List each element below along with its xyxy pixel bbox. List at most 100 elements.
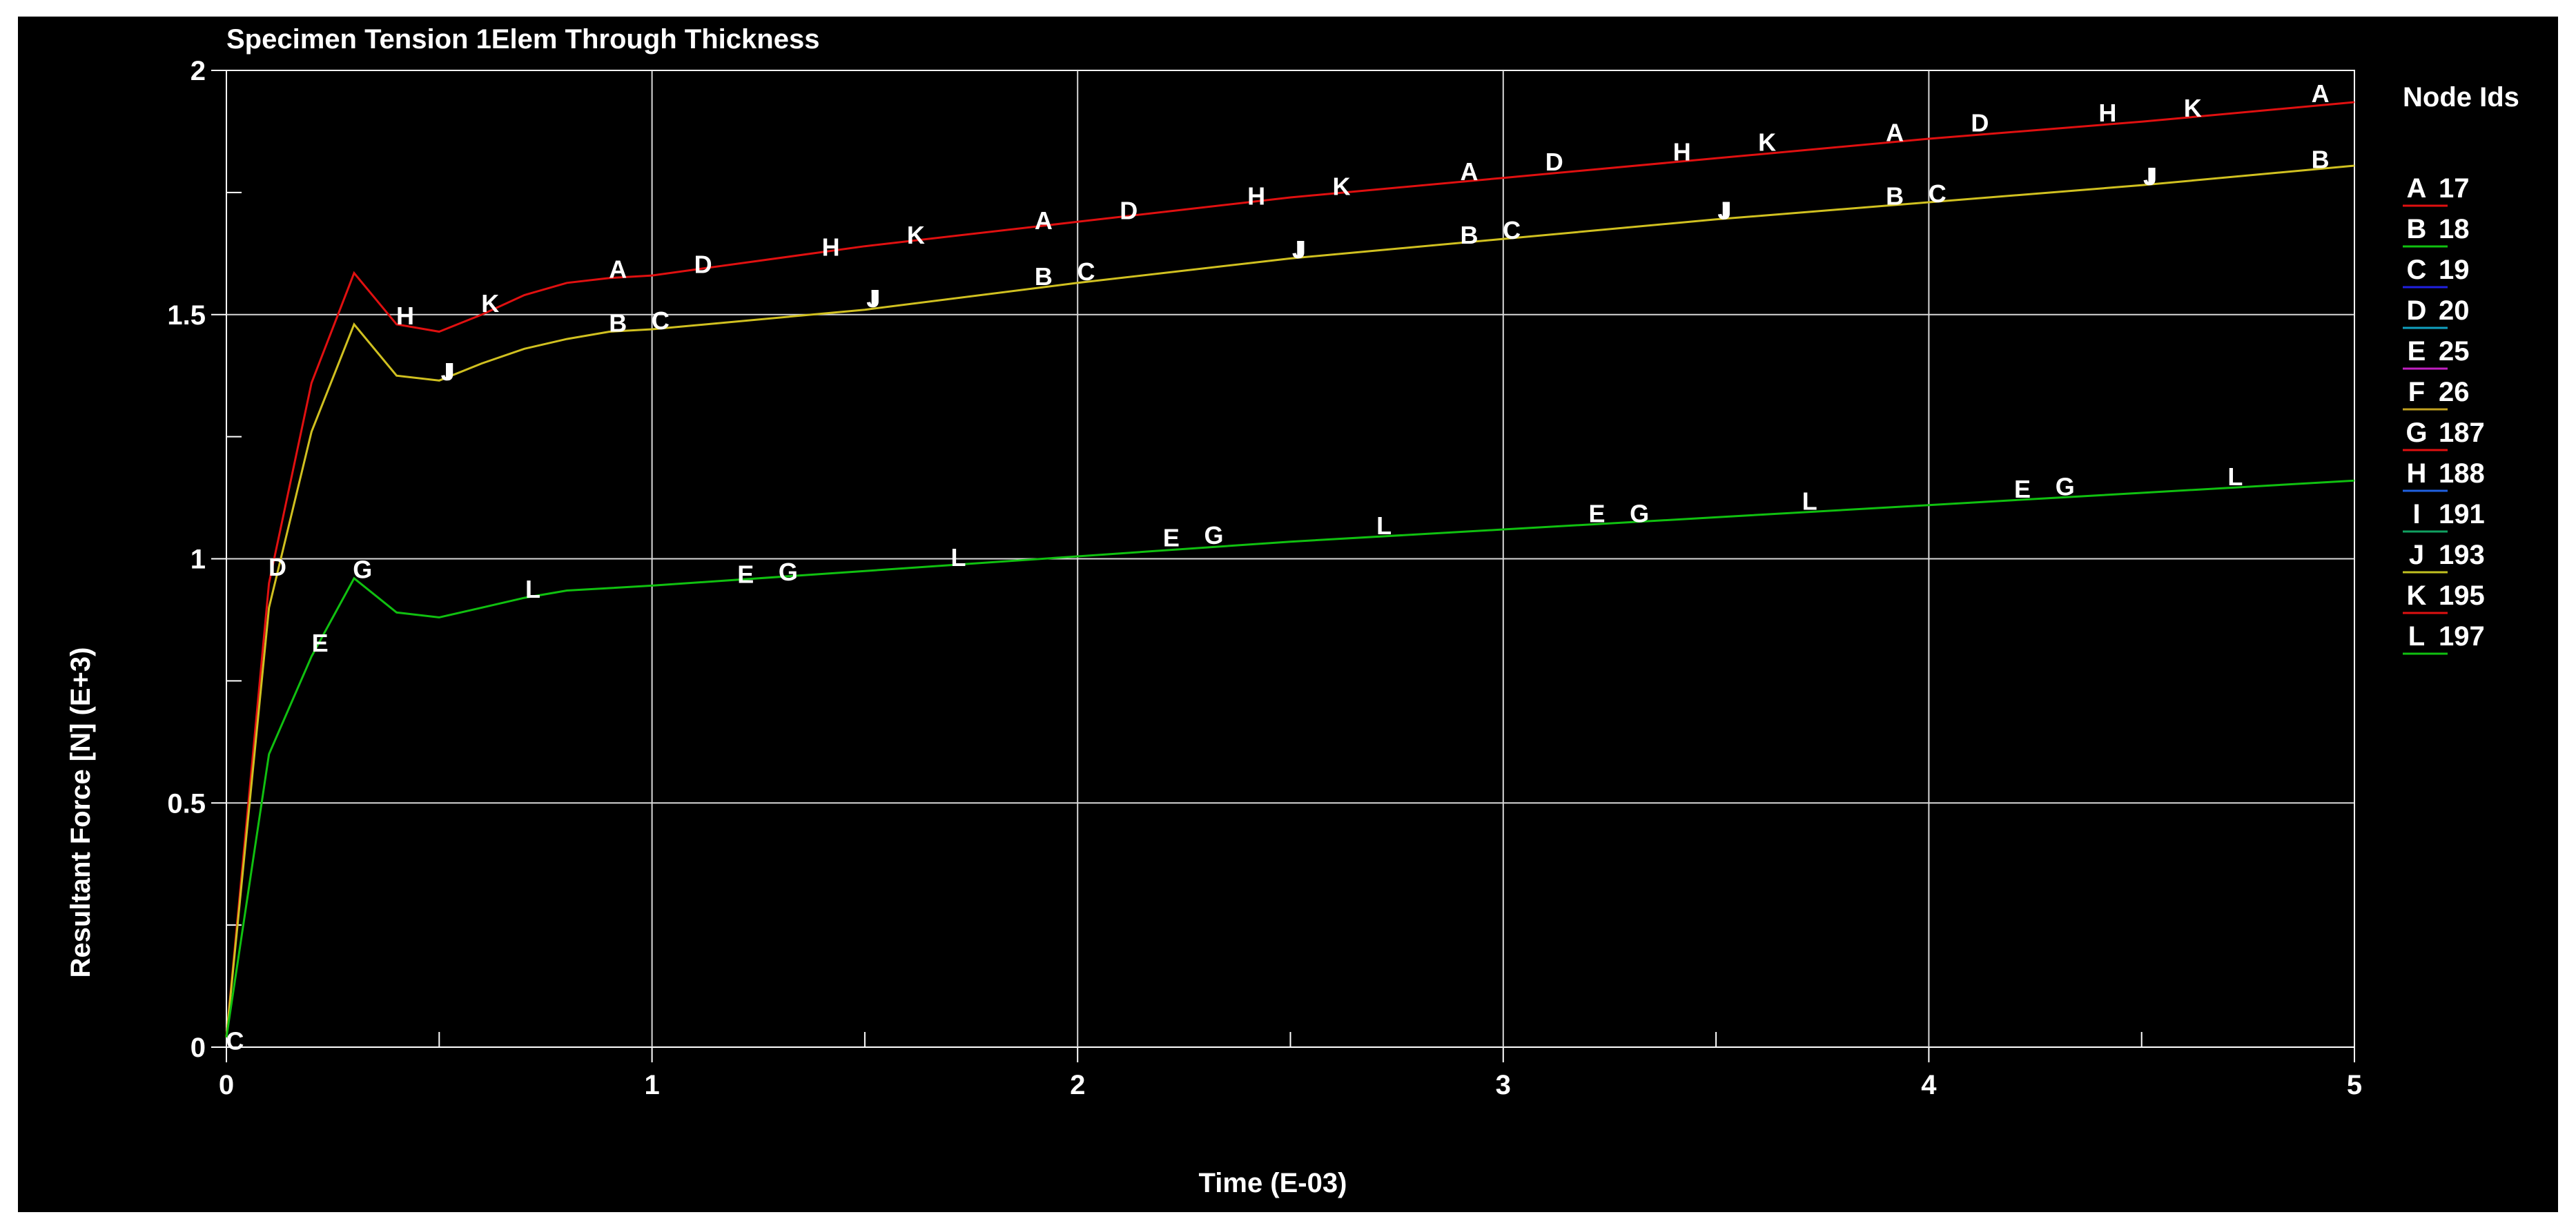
series-marker-H: H xyxy=(396,302,414,330)
legend-node-id: 195 xyxy=(2439,581,2485,611)
y-tick-label: 2 xyxy=(191,56,206,86)
series-marker-L: L xyxy=(1802,487,1817,516)
series-marker-H: H xyxy=(1247,182,1265,210)
plot-panel: Specimen Tension 1Elem Through Thickness… xyxy=(18,17,2558,1212)
series-marker-J: J xyxy=(2143,162,2157,191)
legend-title: Node Ids xyxy=(2403,82,2519,113)
chart-svg: Specimen Tension 1Elem Through Thickness… xyxy=(66,24,2519,1198)
series-marker-J: J xyxy=(1717,197,1731,225)
series-marker-D: D xyxy=(1971,108,1989,137)
series-marker-K: K xyxy=(481,289,499,318)
legend-letter: G xyxy=(2406,418,2427,448)
series-marker-E: E xyxy=(1163,524,1180,552)
series-marker-E: E xyxy=(737,561,754,589)
y-tick-label: 1.5 xyxy=(167,300,206,331)
legend-node-id: 197 xyxy=(2439,621,2485,652)
y-tick-label: 1 xyxy=(191,545,206,575)
series-marker-D: D xyxy=(1545,148,1563,176)
series-marker-I: I xyxy=(1296,235,1302,264)
legend-letter: C xyxy=(2407,255,2427,285)
legend-letter: L xyxy=(2408,621,2425,652)
x-tick-label: 4 xyxy=(1921,1070,1937,1100)
series-marker-A: A xyxy=(2312,79,2330,108)
series-marker-L: L xyxy=(2227,462,2243,491)
series-marker-L: L xyxy=(1376,511,1392,540)
series-marker-K: K xyxy=(1758,128,1776,157)
series-marker-J: J xyxy=(866,284,880,313)
series-marker-E: E xyxy=(1588,499,1605,527)
series-marker-B: B xyxy=(2312,145,2330,173)
series-marker-D: D xyxy=(1120,197,1138,225)
legend-letter: B xyxy=(2407,214,2427,244)
x-tick-label: 3 xyxy=(1496,1070,1511,1100)
series-marker-C: C xyxy=(652,306,670,335)
y-tick-label: 0.5 xyxy=(167,788,206,819)
series-marker-H: H xyxy=(1673,138,1691,166)
series-marker-G: G xyxy=(779,558,798,586)
x-tick-label: 2 xyxy=(1070,1070,1085,1100)
series-marker-A: A xyxy=(1460,157,1478,186)
series-marker-I: I xyxy=(445,358,451,386)
series-marker-C: C xyxy=(1503,216,1521,244)
series-marker-K: K xyxy=(1332,172,1350,200)
series-line-2 xyxy=(225,164,2355,1037)
series-marker-G: G xyxy=(353,556,372,584)
legend-node-id: 25 xyxy=(2439,336,2470,367)
series-marker-E: E xyxy=(312,629,329,657)
y-axis-label: Resultant Force [N] (E+3) xyxy=(66,647,96,978)
legend-node-id: 18 xyxy=(2439,214,2470,244)
legend-letter: H xyxy=(2407,458,2427,489)
series-marker-B: B xyxy=(1035,262,1053,291)
legend-node-id: 19 xyxy=(2439,255,2470,285)
series-marker-J: J xyxy=(441,358,455,386)
series-marker-D: D xyxy=(269,553,286,581)
series-line-3 xyxy=(225,479,2355,1038)
legend-letter: K xyxy=(2407,581,2427,611)
series-marker-A: A xyxy=(1035,206,1053,235)
series-marker-C: C xyxy=(226,1026,244,1055)
x-tick-label: 5 xyxy=(2347,1070,2362,1100)
series-marker-I: I xyxy=(1721,197,1728,225)
x-tick-label: 1 xyxy=(644,1070,659,1100)
legend-node-id: 187 xyxy=(2439,418,2485,448)
legend-node-id: 17 xyxy=(2439,173,2470,204)
series-marker-E: E xyxy=(2014,475,2031,503)
legend-letter: F xyxy=(2408,377,2425,407)
series-lines xyxy=(225,101,2355,1038)
legend-letter: J xyxy=(2409,540,2424,570)
series-marker-A: A xyxy=(1886,118,1904,146)
series-marker-L: L xyxy=(525,575,540,603)
axis-ticks: 0 1 2 3 4 5 0 0.5 1 1.5 2 xyxy=(167,56,2362,1100)
legend-letter: E xyxy=(2408,336,2426,367)
series-marker-B: B xyxy=(609,309,627,337)
series-marker-J: J xyxy=(1292,235,1306,264)
series-marker-G: G xyxy=(1630,499,1649,527)
legend-node-id: 191 xyxy=(2439,499,2485,529)
series-line-1 xyxy=(225,101,2355,1037)
series-marker-K: K xyxy=(2184,94,2202,122)
chart-title: Specimen Tension 1Elem Through Thickness xyxy=(226,24,819,55)
legend-node-id: 188 xyxy=(2439,458,2485,489)
series-marker-G: G xyxy=(2056,472,2075,500)
series-marker-H: H xyxy=(2098,99,2116,127)
series-marker-C: C xyxy=(1929,179,1946,208)
legend: A 17 B 18 C 19 D 20 E 25 F 26 G 187 H 188 I 191 J 193 K 195 L 1… xyxy=(2403,173,2485,655)
series-marker-I: I xyxy=(870,284,877,313)
legend-node-id: 193 xyxy=(2439,540,2485,570)
legend-node-id: 20 xyxy=(2439,295,2470,326)
series-marker-B: B xyxy=(1886,182,1904,210)
grid xyxy=(226,70,2355,1048)
series-marker-C: C xyxy=(1077,257,1095,286)
series-marker-B: B xyxy=(1460,221,1478,249)
series-marker-K: K xyxy=(907,221,925,249)
series-marker-G: G xyxy=(1204,521,1224,549)
x-axis-label: Time (E-03) xyxy=(1199,1168,1347,1198)
y-tick-label: 0 xyxy=(191,1033,206,1063)
series-marker-L: L xyxy=(951,543,966,572)
series-marker-I: I xyxy=(2147,162,2154,191)
legend-letter: I xyxy=(2412,499,2420,529)
series-marker-H: H xyxy=(822,233,840,262)
series-marker-A: A xyxy=(609,255,627,284)
